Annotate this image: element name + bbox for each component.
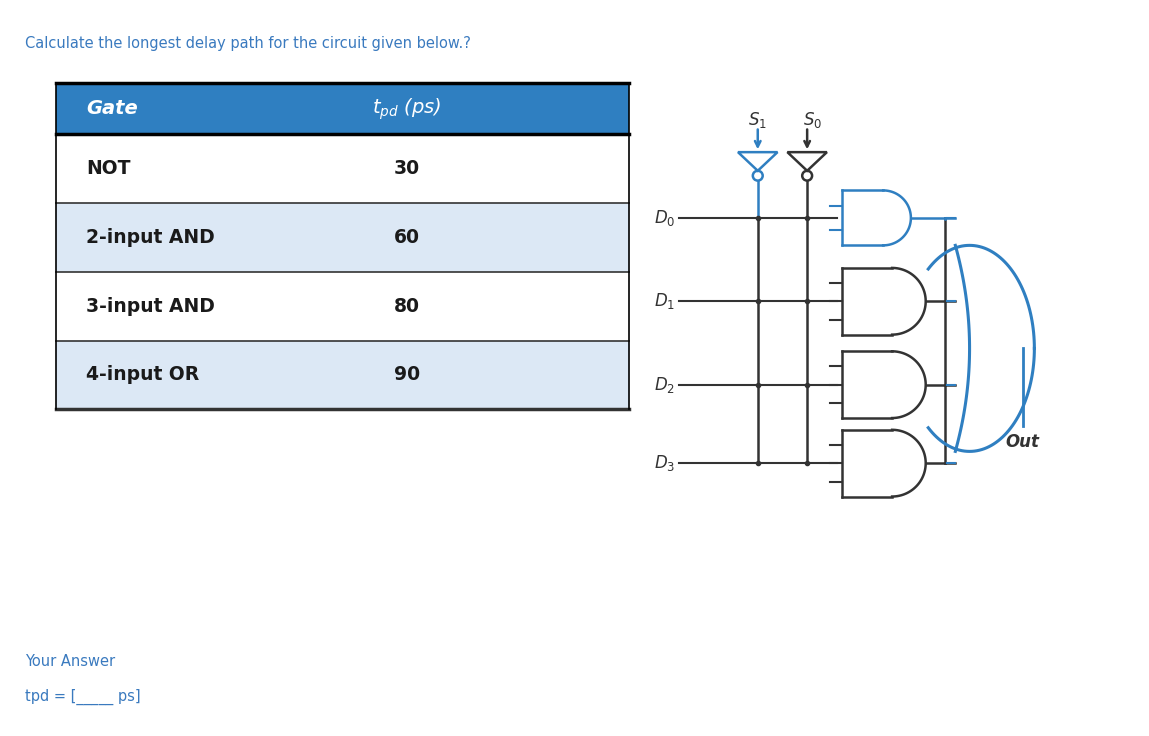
Bar xyxy=(56,83,630,135)
Bar xyxy=(56,272,630,341)
Text: $S_1$: $S_1$ xyxy=(748,110,768,130)
Text: $D_3$: $D_3$ xyxy=(654,453,676,473)
Bar xyxy=(56,135,630,203)
Text: Gate: Gate xyxy=(86,99,138,118)
Text: 4-input OR: 4-input OR xyxy=(86,365,199,384)
Bar xyxy=(56,341,630,409)
Text: 60: 60 xyxy=(394,228,421,247)
Text: $D_1$: $D_1$ xyxy=(654,291,676,311)
Text: NOT: NOT xyxy=(86,159,131,178)
Text: 90: 90 xyxy=(394,365,421,384)
Text: $D_2$: $D_2$ xyxy=(654,375,676,394)
Text: 80: 80 xyxy=(394,297,421,316)
Text: 2-input AND: 2-input AND xyxy=(86,228,215,247)
Text: 3-input AND: 3-input AND xyxy=(86,297,215,316)
Text: tpd = [_____ ps]: tpd = [_____ ps] xyxy=(25,689,140,705)
Text: Out: Out xyxy=(1005,434,1040,451)
Bar xyxy=(56,203,630,272)
Text: Your Answer: Your Answer xyxy=(25,654,115,670)
Text: $S_0$: $S_0$ xyxy=(802,110,822,130)
Text: $t_{pd}$ (ps): $t_{pd}$ (ps) xyxy=(372,96,442,121)
Text: 30: 30 xyxy=(394,159,421,178)
Text: $D_0$: $D_0$ xyxy=(654,208,676,228)
Text: Calculate the longest delay path for the circuit given below.?: Calculate the longest delay path for the… xyxy=(25,36,471,52)
